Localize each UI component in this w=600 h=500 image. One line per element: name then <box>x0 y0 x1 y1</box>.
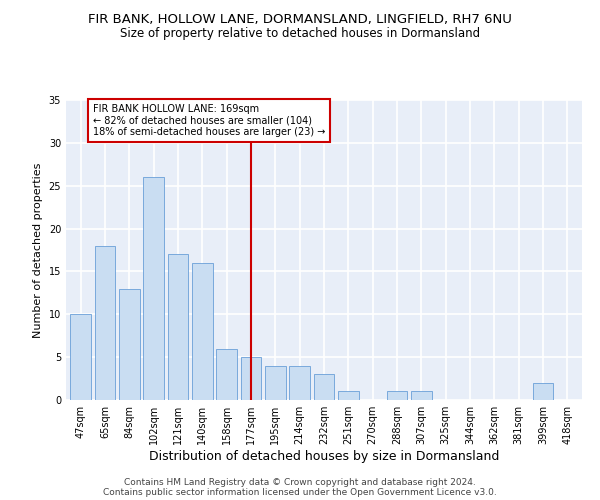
Text: Size of property relative to detached houses in Dormansland: Size of property relative to detached ho… <box>120 28 480 40</box>
Text: FIR BANK, HOLLOW LANE, DORMANSLAND, LINGFIELD, RH7 6NU: FIR BANK, HOLLOW LANE, DORMANSLAND, LING… <box>88 12 512 26</box>
Bar <box>265 366 286 400</box>
Bar <box>119 288 140 400</box>
Text: FIR BANK HOLLOW LANE: 169sqm
← 82% of detached houses are smaller (104)
18% of s: FIR BANK HOLLOW LANE: 169sqm ← 82% of de… <box>93 104 325 138</box>
Bar <box>70 314 91 400</box>
Bar <box>167 254 188 400</box>
Bar <box>192 263 212 400</box>
Bar <box>241 357 262 400</box>
Bar <box>386 392 407 400</box>
Bar <box>314 374 334 400</box>
Bar <box>338 392 359 400</box>
Text: Contains public sector information licensed under the Open Government Licence v3: Contains public sector information licen… <box>103 488 497 497</box>
Bar <box>216 348 237 400</box>
Text: Contains HM Land Registry data © Crown copyright and database right 2024.: Contains HM Land Registry data © Crown c… <box>124 478 476 487</box>
Y-axis label: Number of detached properties: Number of detached properties <box>33 162 43 338</box>
Bar <box>95 246 115 400</box>
Bar <box>411 392 432 400</box>
Bar <box>289 366 310 400</box>
Bar <box>533 383 553 400</box>
Bar <box>143 177 164 400</box>
X-axis label: Distribution of detached houses by size in Dormansland: Distribution of detached houses by size … <box>149 450 499 463</box>
